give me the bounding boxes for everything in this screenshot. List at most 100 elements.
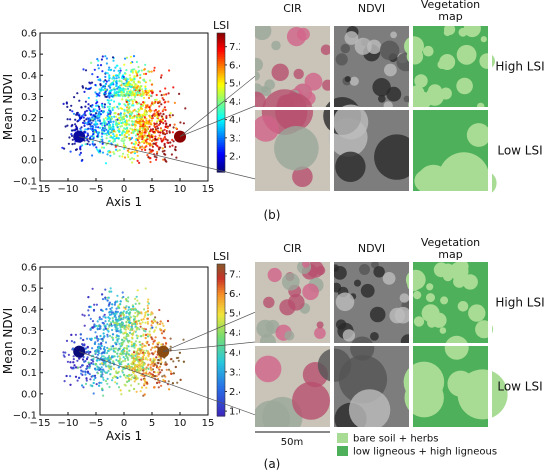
scatter-point bbox=[172, 360, 175, 363]
colorbar-segment bbox=[217, 33, 225, 36]
scatter-point bbox=[126, 109, 129, 112]
scatter-point bbox=[80, 369, 83, 372]
scatter-point bbox=[148, 119, 151, 122]
scatter-point bbox=[114, 381, 117, 384]
scatter-point bbox=[70, 133, 73, 136]
scatter-point bbox=[138, 120, 141, 123]
colorbar-tick-label: 5.6 bbox=[229, 79, 245, 90]
colorbar-segment bbox=[217, 337, 225, 341]
scatter-point bbox=[166, 139, 169, 142]
scatter-point bbox=[146, 300, 149, 303]
thumbnail-patch bbox=[333, 104, 369, 140]
scatter-point bbox=[124, 316, 127, 319]
scatter-point bbox=[110, 83, 113, 86]
scatter-point bbox=[165, 116, 168, 119]
scatter-point bbox=[139, 106, 143, 109]
scatter-point bbox=[97, 126, 100, 129]
scatter-point bbox=[104, 316, 107, 319]
scatter-point bbox=[66, 118, 69, 121]
scatter-point bbox=[165, 368, 168, 371]
scatter-point bbox=[144, 72, 148, 75]
scatter-point bbox=[151, 353, 155, 356]
scatter-point bbox=[101, 70, 104, 73]
scatter-point bbox=[116, 143, 119, 146]
scatter-point bbox=[91, 287, 94, 290]
scatter-point bbox=[133, 330, 136, 333]
scatter-point bbox=[118, 116, 121, 120]
scatter-point bbox=[137, 110, 140, 114]
tile-gap bbox=[330, 331, 334, 442]
scatter-point bbox=[127, 312, 130, 315]
scatter-point bbox=[127, 323, 130, 326]
scatter-point bbox=[131, 161, 134, 164]
scatter-point bbox=[106, 118, 109, 121]
scatter-point bbox=[111, 328, 114, 332]
scatter-point bbox=[172, 86, 175, 89]
scatter-point bbox=[143, 378, 146, 382]
scatter-point bbox=[146, 335, 150, 338]
scatter-point bbox=[178, 351, 181, 354]
scatter-point bbox=[102, 355, 105, 358]
scatter-point bbox=[136, 133, 139, 136]
scatter-point bbox=[119, 67, 122, 70]
colorbar-tick-label: 3.2 bbox=[229, 367, 245, 378]
thumbnail-patch bbox=[271, 40, 281, 51]
scatter-point bbox=[136, 150, 139, 153]
scatter-point bbox=[143, 112, 146, 115]
scatter-point bbox=[92, 126, 95, 129]
scatter-point bbox=[137, 71, 140, 74]
row-label: Low LSI bbox=[497, 144, 542, 158]
scatter-point bbox=[93, 378, 96, 381]
scatter-point bbox=[148, 142, 151, 145]
scatter-point bbox=[103, 126, 107, 129]
scatter-point bbox=[119, 119, 122, 122]
scatter-point bbox=[121, 291, 124, 294]
scatter-point bbox=[162, 98, 165, 101]
x-tick-label: −10 bbox=[57, 418, 78, 429]
thumbnail-patch bbox=[442, 271, 453, 282]
scatter-point bbox=[115, 320, 118, 323]
scatter-point bbox=[67, 353, 70, 356]
colorbar-segment bbox=[217, 127, 225, 131]
scatter-point bbox=[69, 118, 72, 121]
colorbar-segment bbox=[217, 116, 225, 120]
scatter-point bbox=[145, 91, 148, 94]
scatter-point bbox=[105, 357, 108, 360]
scatter-point bbox=[155, 98, 158, 101]
scatter-point bbox=[149, 116, 152, 119]
scatter-point bbox=[109, 110, 112, 113]
colorbar-segment bbox=[217, 67, 225, 71]
scatter-point bbox=[132, 104, 135, 107]
scatter-point bbox=[108, 75, 111, 79]
scatter-point bbox=[135, 390, 138, 393]
scatter-point bbox=[120, 318, 123, 321]
scatter-point bbox=[134, 378, 137, 381]
thumbnail-patch bbox=[431, 309, 439, 317]
scatter-point bbox=[125, 298, 128, 301]
scatter-point bbox=[155, 156, 158, 159]
scatter-point bbox=[108, 90, 111, 93]
scatter-point bbox=[123, 136, 126, 139]
scatter-point bbox=[87, 296, 90, 299]
scatter-point bbox=[124, 127, 127, 130]
scatter-point bbox=[81, 344, 85, 347]
thumbnail-patch bbox=[479, 53, 496, 69]
scatter-point bbox=[156, 116, 159, 119]
thumbnail-patch bbox=[335, 53, 348, 66]
scatter-point bbox=[121, 137, 124, 140]
scatter-point bbox=[128, 366, 131, 370]
thumbnail-patch bbox=[342, 329, 356, 342]
scatter-point bbox=[62, 354, 65, 357]
scatter-point bbox=[129, 85, 132, 88]
colorbar-segment bbox=[217, 81, 225, 85]
colorbar-segment bbox=[217, 169, 225, 173]
scatter-point bbox=[130, 325, 133, 328]
scatter-point bbox=[115, 330, 118, 333]
scatter-point bbox=[143, 131, 146, 134]
scatter-point bbox=[149, 366, 152, 369]
scatter-point bbox=[124, 307, 127, 310]
scatter-point bbox=[90, 121, 93, 124]
scatter-point bbox=[126, 106, 129, 109]
y-tick-label: 0.1 bbox=[21, 134, 37, 145]
scatter-point bbox=[108, 108, 111, 111]
